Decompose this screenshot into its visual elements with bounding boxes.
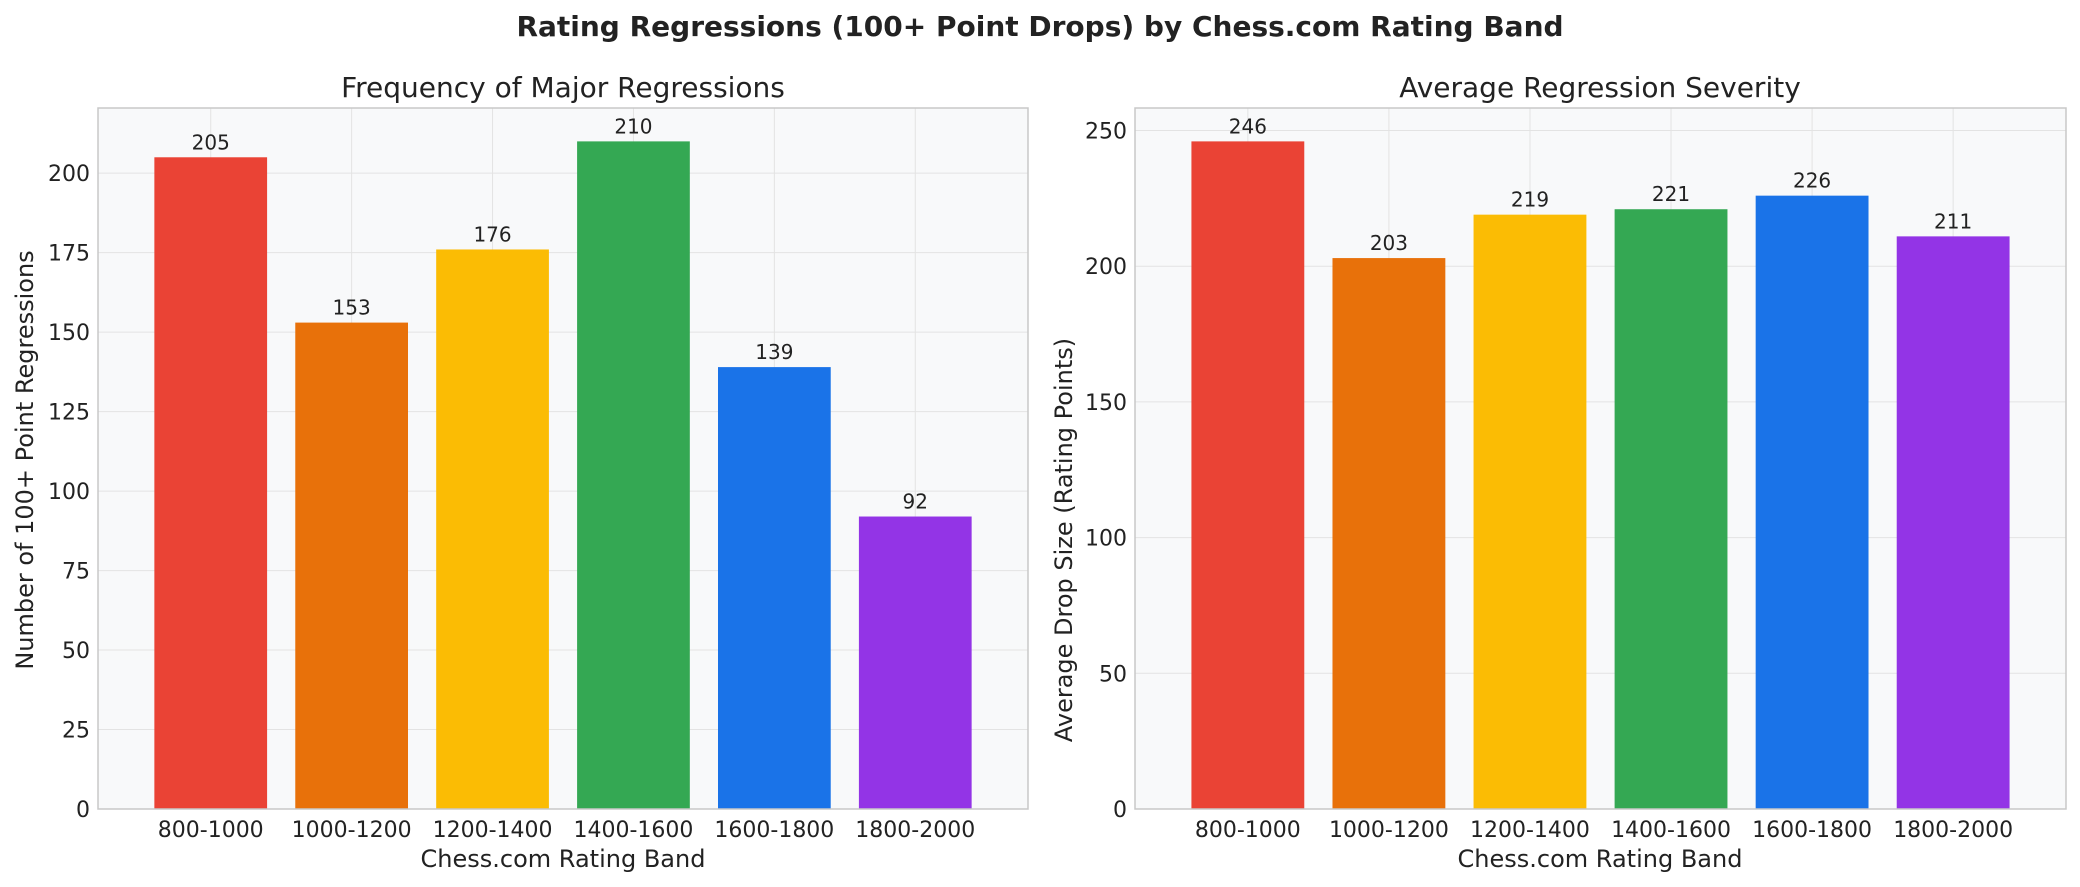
figure-title: Rating Regressions (100+ Point Drops) by… bbox=[516, 10, 1563, 43]
frequency-x-tick-label: 800-1000 bbox=[158, 818, 264, 843]
frequency-x-tick-label: 1000-1200 bbox=[292, 818, 412, 843]
severity-y-axis-label: Average Drop Size (Rating Points) bbox=[1050, 338, 1078, 742]
severity-bar-1400-1600 bbox=[1614, 209, 1728, 810]
severity-data-label: 246 bbox=[1229, 114, 1267, 138]
severity-x-tick-label: 1400-1600 bbox=[1611, 818, 1731, 843]
frequency-data-label: 92 bbox=[903, 490, 928, 514]
frequency-y-tick-label: 125 bbox=[48, 401, 90, 426]
frequency-y-axis-label: Number of 100+ Point Regressions bbox=[11, 250, 39, 669]
severity-chart-title: Average Regression Severity bbox=[1399, 71, 1801, 104]
severity-bar-1200-1400 bbox=[1473, 214, 1587, 809]
frequency-chart-title: Frequency of Major Regressions bbox=[341, 71, 785, 104]
frequency-y-tick-label: 75 bbox=[62, 560, 90, 585]
frequency-y-tick-label: 50 bbox=[62, 639, 90, 664]
severity-data-label: 221 bbox=[1652, 182, 1690, 206]
frequency-y-tick-label: 200 bbox=[48, 162, 90, 187]
severity-x-tick-label: 800-1000 bbox=[1195, 818, 1301, 843]
frequency-bar-800-1000 bbox=[154, 157, 268, 810]
severity-y-tick-label: 50 bbox=[1099, 662, 1127, 687]
severity-bar-1600-1800 bbox=[1755, 195, 1869, 809]
severity-data-label: 211 bbox=[1934, 209, 1972, 233]
severity-y-tick-label: 150 bbox=[1085, 391, 1127, 416]
severity-x-tick-label: 1200-1400 bbox=[1470, 818, 1590, 843]
severity-data-label: 219 bbox=[1511, 188, 1549, 212]
severity-axes-frame bbox=[1134, 107, 2067, 810]
frequency-bar-1200-1400 bbox=[436, 249, 549, 809]
severity-y-tick-label: 100 bbox=[1085, 527, 1127, 552]
frequency-data-label: 139 bbox=[755, 340, 793, 364]
frequency-x-tick-label: 1200-1400 bbox=[433, 818, 553, 843]
severity-data-label: 203 bbox=[1370, 231, 1408, 255]
severity-y-tick-label: 0 bbox=[1113, 798, 1127, 823]
frequency-data-label: 205 bbox=[192, 130, 230, 154]
frequency-bar-1400-1600 bbox=[577, 141, 690, 809]
severity-bar-800-1000 bbox=[1191, 141, 1305, 809]
severity-x-tick-label: 1600-1800 bbox=[1752, 818, 1872, 843]
severity-x-tick-label: 1800-2000 bbox=[1893, 818, 2013, 843]
frequency-bar-1800-2000 bbox=[858, 516, 972, 809]
severity-bar-1000-1200 bbox=[1332, 258, 1446, 809]
frequency-x-axis-label: Chess.com Rating Band bbox=[421, 845, 706, 873]
severity-y-tick-label: 250 bbox=[1085, 120, 1127, 145]
severity-x-axis-label: Chess.com Rating Band bbox=[1458, 845, 1743, 873]
frequency-data-label: 210 bbox=[614, 114, 652, 138]
frequency-data-label: 176 bbox=[473, 222, 511, 246]
frequency-data-label: 153 bbox=[333, 296, 371, 320]
frequency-y-tick-label: 0 bbox=[76, 798, 90, 823]
frequency-x-tick-label: 1800-2000 bbox=[855, 818, 975, 843]
frequency-x-tick-label: 1600-1800 bbox=[714, 818, 834, 843]
frequency-axes-frame bbox=[97, 107, 1029, 810]
severity-y-tick-label: 200 bbox=[1085, 255, 1127, 280]
severity-data-label: 226 bbox=[1793, 169, 1831, 193]
frequency-chart: Frequency of Major Regressions Chess.com… bbox=[11, 71, 1029, 873]
frequency-bar-1600-1800 bbox=[718, 367, 831, 809]
frequency-y-tick-label: 25 bbox=[62, 719, 90, 744]
severity-x-tick-label: 1000-1200 bbox=[1329, 818, 1449, 843]
frequency-x-tick-label: 1400-1600 bbox=[573, 818, 693, 843]
frequency-y-tick-label: 150 bbox=[48, 321, 90, 346]
severity-bar-1800-2000 bbox=[1896, 236, 2010, 809]
severity-chart: Average Regression Severity Chess.com Ra… bbox=[1050, 71, 2067, 873]
frequency-bar-1000-1200 bbox=[295, 322, 408, 809]
frequency-y-tick-label: 100 bbox=[48, 480, 90, 505]
frequency-y-tick-label: 175 bbox=[48, 242, 90, 267]
